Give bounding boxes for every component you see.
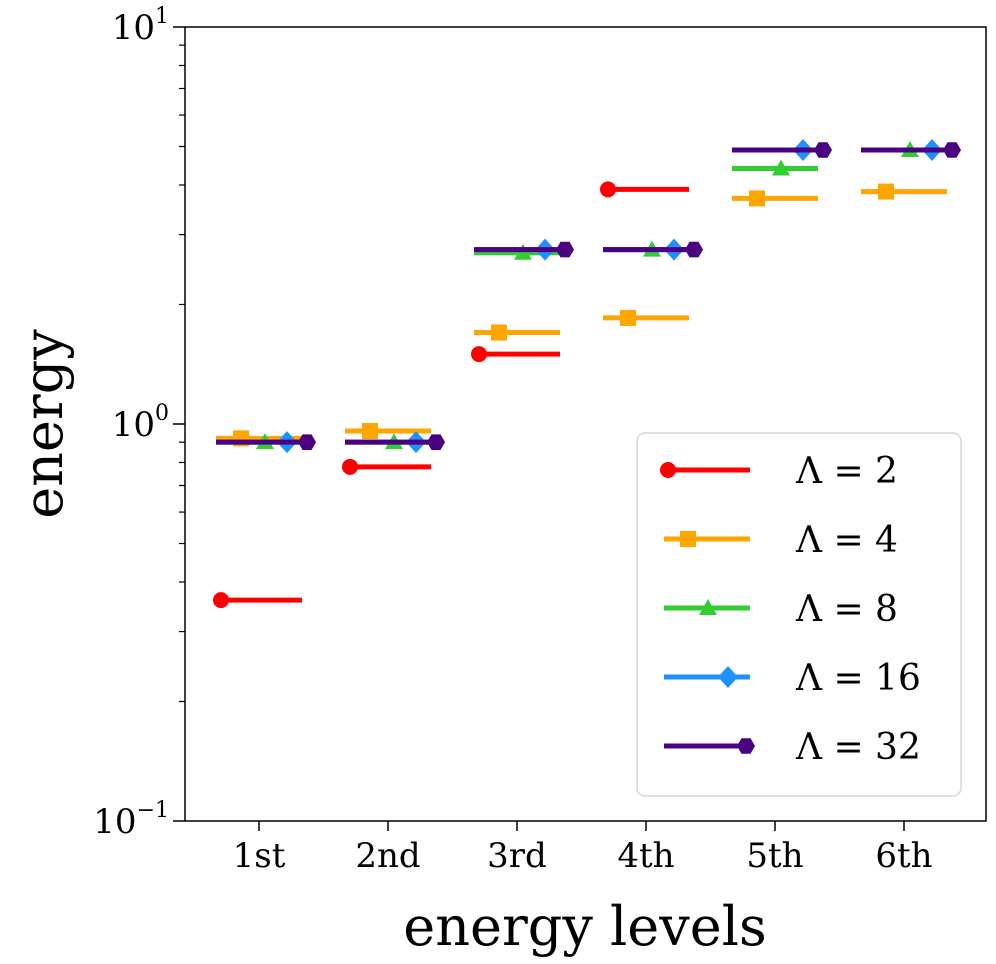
y-tick-base: 10	[112, 8, 155, 48]
data-point-marker	[620, 309, 636, 326]
data-point-marker	[685, 241, 703, 258]
chart-marks	[213, 138, 961, 609]
x-axis-title: energy levels	[403, 895, 766, 958]
x-axis: 1st 2nd 3rd 4th 5th 6th	[233, 821, 933, 876]
legend-label: Λ = 32	[795, 727, 921, 768]
y-tick-label: 100	[112, 401, 169, 445]
legend-label: Λ = 8	[795, 589, 898, 630]
legend-label: Λ = 2	[795, 451, 898, 492]
legend-marker	[718, 666, 738, 688]
legend-marker	[737, 738, 755, 754]
legend-label: Λ = 16	[795, 658, 921, 699]
data-point-marker	[943, 142, 961, 158]
x-tick-label: 2nd	[355, 836, 420, 876]
data-point-marker	[471, 346, 487, 363]
y-tick-exponent: −1	[137, 798, 169, 823]
data-point-marker	[427, 434, 445, 450]
x-tick-label: 4th	[617, 836, 674, 876]
data-point-marker	[362, 423, 378, 440]
legend-marker	[660, 462, 676, 478]
data-point-marker	[213, 592, 229, 609]
legend: Λ = 2 Λ = 4 Λ = 8 Λ = 16 Λ = 32	[636, 432, 962, 797]
y-tick-base: 10	[112, 405, 155, 445]
x-tick-label: 6th	[875, 836, 932, 876]
data-point-marker	[298, 434, 316, 450]
data-point-marker	[600, 181, 616, 198]
legend-marker	[699, 599, 717, 615]
y-tick-label: 101	[112, 4, 169, 48]
y-tick-exponent: 1	[155, 4, 169, 29]
y-tick-exponent: 0	[155, 401, 169, 426]
data-point-marker	[342, 458, 358, 475]
data-point-marker	[814, 142, 832, 158]
y-tick-base: 10	[93, 802, 136, 842]
legend-box	[636, 432, 962, 797]
x-tick-label: 1st	[233, 836, 286, 876]
y-tick-label: 10−1	[93, 798, 169, 842]
x-tick-label: 5th	[746, 836, 803, 876]
data-point-marker	[772, 159, 790, 176]
data-point-marker	[878, 183, 894, 200]
y-axis-title: energy	[12, 329, 75, 519]
legend-label: Λ = 4	[795, 520, 898, 561]
data-point-marker	[556, 241, 574, 258]
legend-marker	[680, 531, 696, 547]
x-tick-label: 3rd	[487, 836, 547, 876]
data-point-marker	[749, 190, 765, 207]
data-point-marker	[491, 324, 507, 341]
